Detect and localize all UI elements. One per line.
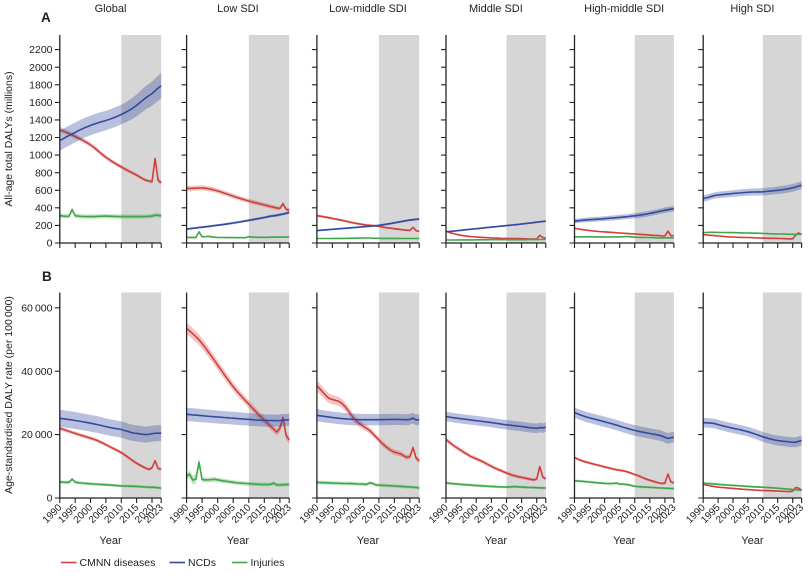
svg-text:Age-standardised DALY rate (pe: Age-standardised DALY rate (per 100 000) bbox=[3, 296, 15, 494]
svg-text:1600: 1600 bbox=[29, 97, 53, 109]
svg-text:CMNN diseases: CMNN diseases bbox=[80, 557, 156, 569]
svg-text:Year: Year bbox=[357, 535, 380, 547]
svg-text:High-middle SDI: High-middle SDI bbox=[584, 3, 664, 15]
svg-text:All-age total DALYs (millions): All-age total DALYs (millions) bbox=[3, 71, 15, 206]
svg-text:Year: Year bbox=[227, 535, 250, 547]
svg-text:1400: 1400 bbox=[29, 115, 53, 127]
svg-text:2200: 2200 bbox=[29, 44, 53, 56]
svg-text:200: 200 bbox=[35, 220, 53, 232]
svg-text:2000: 2000 bbox=[29, 62, 53, 74]
svg-text:B: B bbox=[42, 269, 52, 284]
svg-text:20 000: 20 000 bbox=[21, 429, 52, 441]
svg-text:NCDs: NCDs bbox=[188, 557, 216, 569]
svg-text:Year: Year bbox=[99, 535, 122, 547]
svg-text:Year: Year bbox=[613, 535, 636, 547]
svg-text:0: 0 bbox=[47, 493, 53, 505]
svg-text:400: 400 bbox=[35, 202, 53, 214]
svg-text:Year: Year bbox=[485, 535, 508, 547]
svg-text:1000: 1000 bbox=[29, 150, 53, 162]
svg-text:0: 0 bbox=[47, 238, 53, 250]
svg-text:High SDI: High SDI bbox=[730, 3, 774, 15]
svg-text:Low-middle SDI: Low-middle SDI bbox=[329, 3, 407, 15]
svg-text:Global: Global bbox=[95, 3, 127, 15]
svg-text:60 000: 60 000 bbox=[21, 302, 52, 314]
svg-text:1800: 1800 bbox=[29, 79, 53, 91]
svg-text:800: 800 bbox=[35, 167, 53, 179]
svg-text:600: 600 bbox=[35, 185, 53, 197]
svg-text:Injuries: Injuries bbox=[251, 557, 285, 569]
svg-text:40 000: 40 000 bbox=[21, 366, 52, 378]
svg-text:Low SDI: Low SDI bbox=[217, 3, 259, 15]
svg-text:Year: Year bbox=[741, 535, 764, 547]
svg-text:Middle SDI: Middle SDI bbox=[469, 3, 523, 15]
svg-text:A: A bbox=[41, 10, 51, 25]
svg-text:1200: 1200 bbox=[29, 132, 53, 144]
